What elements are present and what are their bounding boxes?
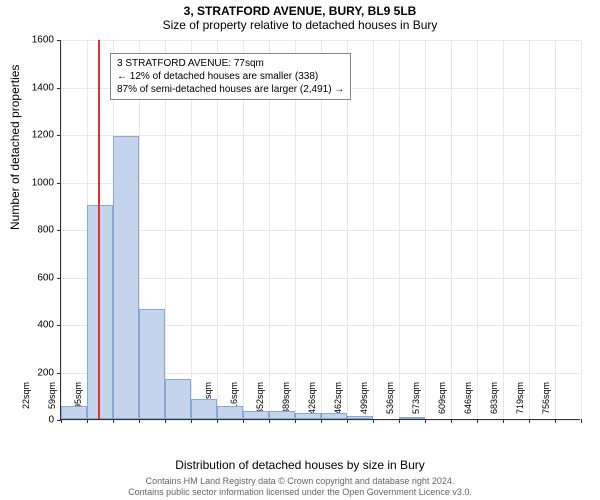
histogram-bar <box>243 411 269 419</box>
y-tick-label: 800 <box>14 225 54 236</box>
histogram-bar <box>87 205 113 419</box>
histogram-bar <box>269 411 295 419</box>
x-tick-label: 609sqm <box>437 382 447 424</box>
gridline-v <box>373 40 374 419</box>
gridline-v <box>503 40 504 419</box>
tick-mark <box>373 419 374 423</box>
y-tick-label: 1000 <box>14 177 54 188</box>
x-tick-label: 646sqm <box>463 382 473 424</box>
y-tick-label: 1600 <box>14 35 54 46</box>
annotation-box: 3 STRATFORD AVENUE: 77sqm ← 12% of detac… <box>110 53 351 100</box>
footer-attribution: Contains HM Land Registry data © Crown c… <box>0 476 600 498</box>
y-tick-label: 0 <box>14 415 54 426</box>
histogram-bar <box>191 399 217 419</box>
tick-mark <box>295 419 296 423</box>
gridline-v <box>425 40 426 419</box>
x-tick-label: 719sqm <box>515 382 525 424</box>
annotation-line: 3 STRATFORD AVENUE: 77sqm <box>117 57 344 70</box>
tick-mark <box>321 419 322 423</box>
tick-mark <box>87 419 88 423</box>
tick-mark <box>399 419 400 423</box>
gridline-v <box>399 40 400 419</box>
tick-mark <box>581 419 582 423</box>
histogram-bar <box>399 417 425 419</box>
gridline-v <box>581 40 582 419</box>
footer-line: Contains public sector information licen… <box>0 487 600 498</box>
annotation-line: 87% of semi-detached houses are larger (… <box>117 83 344 96</box>
tick-mark <box>555 419 556 423</box>
histogram-bar <box>139 309 165 419</box>
page-title: 3, STRATFORD AVENUE, BURY, BL9 5LB <box>0 0 600 18</box>
tick-mark <box>529 419 530 423</box>
gridline-v <box>61 40 62 419</box>
tick-mark <box>477 419 478 423</box>
histogram-bar <box>113 136 139 419</box>
x-tick-label: 683sqm <box>489 382 499 424</box>
histogram-bar <box>321 413 347 419</box>
footer-line: Contains HM Land Registry data © Crown c… <box>0 476 600 487</box>
tick-mark <box>217 419 218 423</box>
annotation-line: ← 12% of detached houses are smaller (33… <box>117 70 344 83</box>
tick-mark <box>425 419 426 423</box>
x-axis-label: Distribution of detached houses by size … <box>0 458 600 472</box>
x-tick-label: 756sqm <box>541 382 551 424</box>
tick-mark <box>165 419 166 423</box>
y-tick-label: 400 <box>14 320 54 331</box>
tick-mark <box>451 419 452 423</box>
tick-mark <box>191 419 192 423</box>
tick-mark <box>243 419 244 423</box>
y-tick-label: 600 <box>14 272 54 283</box>
tick-mark <box>269 419 270 423</box>
histogram-bar <box>295 413 321 419</box>
page-subtitle: Size of property relative to detached ho… <box>0 18 600 36</box>
tick-mark <box>61 419 62 423</box>
tick-mark <box>139 419 140 423</box>
histogram-bar <box>347 416 373 419</box>
y-tick-label: 1200 <box>14 130 54 141</box>
y-tick-label: 200 <box>14 367 54 378</box>
chart-area: 22sqm59sqm95sqm132sqm169sqm206sqm242sqm2… <box>60 40 580 420</box>
x-tick-label: 536sqm <box>385 382 395 424</box>
reference-line <box>98 40 100 419</box>
tick-mark <box>347 419 348 423</box>
histogram-bar <box>61 406 87 419</box>
histogram-bar <box>217 406 243 419</box>
gridline-v <box>477 40 478 419</box>
y-tick-label: 1400 <box>14 82 54 93</box>
tick-mark <box>503 419 504 423</box>
histogram-bar <box>165 379 191 419</box>
gridline-v <box>555 40 556 419</box>
gridline-v <box>529 40 530 419</box>
gridline-v <box>451 40 452 419</box>
tick-mark <box>113 419 114 423</box>
